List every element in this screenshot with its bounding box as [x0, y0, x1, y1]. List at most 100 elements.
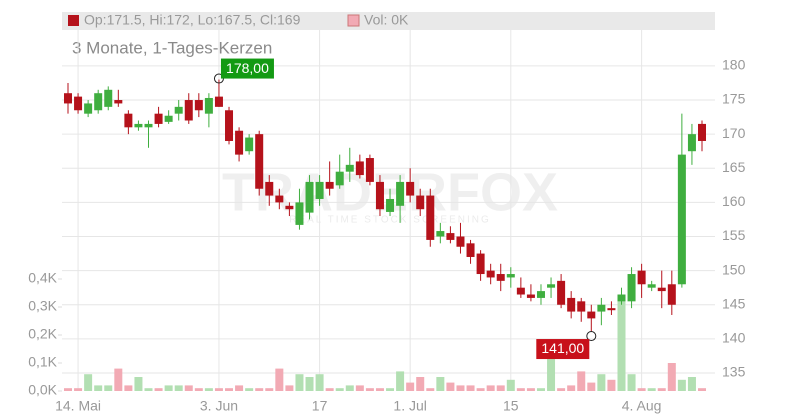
y2-tick-label: 0,2K	[28, 326, 57, 342]
volume-bar	[406, 382, 415, 391]
candle-body	[617, 294, 626, 302]
volume-bar	[365, 388, 374, 391]
volume-bar	[627, 374, 636, 391]
volume-bar	[134, 377, 143, 391]
candle-body	[657, 287, 666, 292]
y-tick-label: 150	[722, 261, 746, 277]
candle-body	[285, 205, 294, 210]
candle-body	[416, 195, 425, 210]
annotation-marker	[586, 331, 597, 342]
volume-bar	[265, 388, 274, 391]
x-tick-label: 1. Jul	[393, 398, 426, 414]
volume-bar	[154, 388, 163, 391]
legend-volume: Vol: 0K	[364, 12, 409, 28]
candle-body	[265, 181, 274, 196]
y-tick-label: 140	[722, 330, 746, 346]
candle-body	[295, 202, 304, 225]
x-tick-label: 3. Jun	[200, 398, 238, 414]
grid	[62, 30, 715, 391]
volume-bar	[396, 371, 405, 391]
annotation-box	[536, 339, 590, 360]
candle-body	[325, 181, 334, 189]
x-tick-label: 14. Mai	[55, 398, 101, 414]
candle-body	[164, 115, 173, 122]
candle-body	[426, 195, 435, 240]
y-tick-label: 175	[722, 91, 746, 107]
candle-body	[687, 134, 696, 152]
candle-body	[466, 243, 475, 257]
x-tick-label: 15	[503, 398, 519, 414]
candle-body	[567, 297, 576, 312]
volume-bar	[285, 385, 294, 391]
volume-bar	[305, 377, 314, 391]
y-tick-label: 145	[722, 295, 746, 311]
candle-body	[144, 123, 153, 128]
volume-bar	[637, 388, 646, 391]
annotation-box	[220, 58, 274, 79]
candle-body	[587, 311, 596, 319]
volume-bar	[446, 382, 455, 391]
candle-body	[184, 100, 193, 121]
candle-body	[245, 137, 254, 152]
volume-bar	[698, 388, 706, 391]
y2-tick-label: 0,0K	[28, 382, 57, 398]
volume-bar	[164, 385, 173, 391]
volume-bar	[64, 388, 72, 391]
volume-bar	[225, 388, 234, 391]
candle-body	[154, 113, 163, 124]
volume-bar	[486, 385, 495, 391]
y-tick-label: 155	[722, 227, 746, 243]
volume-bar	[607, 379, 616, 391]
volume-bar	[516, 388, 525, 391]
watermark-sub: REAL TIME STOCK SCREENING	[289, 215, 491, 226]
y-tick-label: 160	[722, 193, 746, 209]
candle-body	[255, 134, 264, 189]
candle-body	[536, 291, 545, 298]
candle-body	[627, 274, 636, 302]
volume-bar	[677, 379, 686, 391]
candle-body	[375, 181, 384, 210]
candle-body	[386, 198, 395, 212]
candle-body	[84, 103, 93, 114]
y2-tick-label: 0,4K	[28, 270, 57, 286]
volume-bar	[577, 371, 586, 391]
volume-bar	[74, 388, 83, 391]
volume-bar	[204, 388, 213, 391]
candle-body	[496, 274, 505, 281]
volume-bar	[386, 388, 395, 391]
candle-body	[597, 304, 606, 312]
candle-body	[436, 231, 445, 237]
candle-body	[506, 274, 515, 278]
volume-bar	[335, 388, 344, 391]
candle-body	[74, 96, 83, 111]
volume-bar	[315, 374, 324, 391]
volume-bar	[476, 388, 485, 391]
candle-body	[396, 181, 405, 206]
volume-bar	[295, 374, 304, 391]
volume-bar	[355, 385, 364, 391]
candle-body	[698, 123, 706, 141]
candle-body	[194, 100, 203, 111]
volume-bar	[667, 363, 676, 391]
candle-body	[647, 284, 656, 288]
volume-bar	[496, 385, 505, 391]
volume-bar	[557, 388, 566, 391]
legend-price: Op:171.5, Hi:172, Lo:167.5, Cl:169	[84, 12, 301, 28]
candle-body	[557, 280, 566, 305]
volume-bar	[597, 374, 606, 391]
candle-body	[577, 301, 586, 312]
volume-bar	[114, 368, 123, 391]
candle-body	[476, 253, 485, 275]
candle-body	[667, 284, 676, 305]
volume-bar	[436, 377, 445, 391]
y-tick-label: 170	[722, 125, 746, 141]
candle-body	[275, 195, 284, 203]
candle-body	[365, 158, 374, 182]
volume-bar	[506, 379, 515, 391]
candle-body	[345, 164, 354, 172]
candle-body	[235, 130, 244, 155]
volume-bar	[647, 388, 656, 391]
candle-body	[516, 287, 525, 295]
candle-body	[446, 233, 455, 240]
